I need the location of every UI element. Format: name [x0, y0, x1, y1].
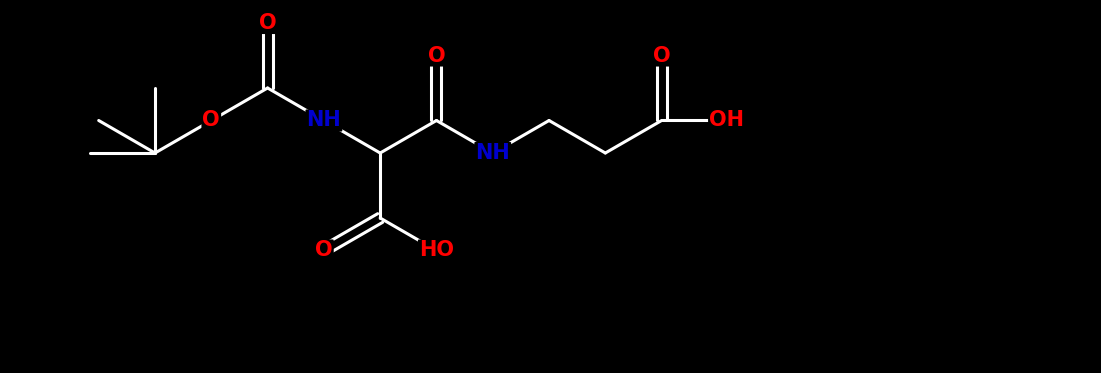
Text: O: O [427, 46, 445, 66]
Text: O: O [653, 46, 671, 66]
Text: O: O [315, 241, 333, 260]
Text: O: O [203, 110, 220, 131]
Text: OH: OH [709, 110, 744, 131]
Text: O: O [259, 13, 276, 33]
Text: NH: NH [476, 143, 510, 163]
Text: HO: HO [419, 241, 454, 260]
Text: NH: NH [306, 110, 341, 131]
